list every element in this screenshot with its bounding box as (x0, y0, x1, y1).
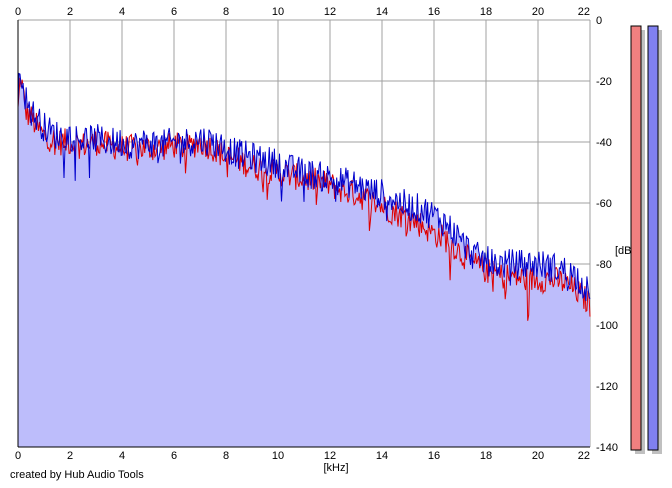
y-tick-label: -20 (596, 76, 612, 88)
y-tick-label: -60 (596, 198, 612, 210)
series-line-blue (17, 72, 591, 302)
x-tick-label-bottom: 10 (272, 450, 284, 462)
x-tick-label-bottom: 16 (428, 450, 440, 462)
x-tick-label-top: 0 (15, 6, 21, 18)
x-tick-label-top: 20 (532, 6, 544, 18)
y-tick-label: -100 (596, 320, 618, 332)
y-tick-label: -40 (596, 137, 612, 149)
x-axis-unit: [kHz] (323, 462, 348, 474)
x-tick-label-bottom: 22 (578, 450, 590, 462)
credit-text: created by Hub Audio Tools (10, 469, 144, 481)
y-axis-unit: [dB] (615, 245, 635, 257)
x-tick-label-top: 4 (119, 6, 125, 18)
meter-bar (631, 26, 641, 450)
x-tick-label-bottom: 20 (532, 450, 544, 462)
y-tick-label: -80 (596, 259, 612, 271)
x-tick-label-top: 22 (578, 6, 590, 18)
x-tick-label-bottom: 4 (119, 450, 125, 462)
x-tick-label-bottom: 12 (324, 450, 336, 462)
level-meters (630, 25, 662, 454)
x-tick-label-bottom: 8 (223, 450, 229, 462)
tick-labels: 002244668810101212141416161818202022220-… (15, 6, 618, 462)
x-tick-label-top: 18 (480, 6, 492, 18)
spectrum-area (18, 73, 590, 447)
y-tick-label: -140 (596, 442, 618, 454)
x-tick-label-bottom: 14 (376, 450, 388, 462)
meter-bar (648, 26, 658, 450)
x-tick-label-bottom: 6 (171, 450, 177, 462)
spectrum-series (17, 72, 591, 321)
x-tick-label-top: 10 (272, 6, 284, 18)
x-tick-label-bottom: 0 (15, 450, 21, 462)
chart-axes (17, 20, 590, 448)
x-tick-label-top: 16 (428, 6, 440, 18)
x-tick-label-bottom: 2 (67, 450, 73, 462)
x-tick-label-bottom: 18 (480, 450, 492, 462)
x-tick-label-top: 6 (171, 6, 177, 18)
x-tick-label-top: 14 (376, 6, 388, 18)
y-tick-label: 0 (596, 15, 602, 27)
y-tick-label: -120 (596, 381, 618, 393)
x-tick-label-top: 2 (67, 6, 73, 18)
x-tick-label-top: 8 (223, 6, 229, 18)
x-tick-label-top: 12 (324, 6, 336, 18)
spectrum-fill (18, 73, 590, 447)
